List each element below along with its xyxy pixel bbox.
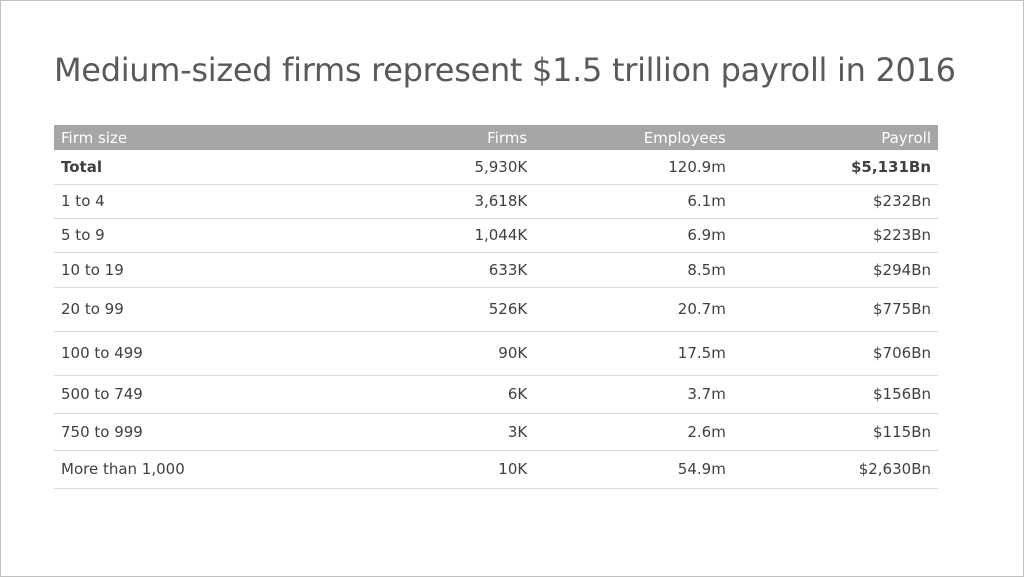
- cell-payroll: $232Bn: [732, 184, 938, 219]
- table-row: 750 to 999 3K 2.6m $115Bn: [54, 413, 938, 451]
- header-firm-size: Firm size: [54, 125, 371, 150]
- cell-employees: 17.5m: [534, 331, 733, 376]
- cell-employees: 2.6m: [534, 413, 733, 451]
- cell-firm-size: 100 to 499: [54, 331, 371, 376]
- slide-title: Medium-sized firms represent $1.5 trilli…: [54, 51, 956, 89]
- cell-firm-size: 5 to 9: [54, 218, 371, 253]
- cell-firms: 90K: [370, 331, 535, 376]
- header-firms: Firms: [370, 125, 535, 150]
- cell-payroll: $294Bn: [732, 252, 938, 288]
- table-header-row: Firm size Firms Employees Payroll: [54, 125, 938, 150]
- cell-payroll: $2,630Bn: [732, 450, 938, 489]
- cell-firm-size: 10 to 19: [54, 252, 371, 288]
- cell-payroll: $115Bn: [732, 413, 938, 451]
- cell-employees: 20.7m: [534, 287, 733, 332]
- cell-firms: 1,044K: [370, 218, 535, 253]
- cell-employees: 54.9m: [534, 450, 733, 489]
- firm-size-table: Firm size Firms Employees Payroll Total …: [54, 125, 938, 489]
- cell-firms: 633K: [370, 252, 535, 288]
- cell-firm-size: 750 to 999: [54, 413, 371, 451]
- table-row: 5 to 9 1,044K 6.9m $223Bn: [54, 218, 938, 253]
- cell-employees: 6.9m: [534, 218, 733, 253]
- cell-employees: 3.7m: [534, 375, 733, 414]
- cell-firms: 3K: [370, 413, 535, 451]
- cell-firms: 5,930K: [370, 150, 535, 185]
- cell-payroll: $223Bn: [732, 218, 938, 253]
- header-employees: Employees: [534, 125, 733, 150]
- cell-firms: 3,618K: [370, 184, 535, 219]
- table-row-total: Total 5,930K 120.9m $5,131Bn: [54, 150, 938, 185]
- cell-firms: 10K: [370, 450, 535, 489]
- cell-payroll: $706Bn: [732, 331, 938, 376]
- cell-payroll: $5,131Bn: [732, 150, 938, 185]
- table-row: 100 to 499 90K 17.5m $706Bn: [54, 331, 938, 376]
- cell-firms: 526K: [370, 287, 535, 332]
- table-row: 20 to 99 526K 20.7m $775Bn: [54, 287, 938, 332]
- cell-firm-size: 20 to 99: [54, 287, 371, 332]
- table-row: 500 to 749 6K 3.7m $156Bn: [54, 375, 938, 414]
- table-row: More than 1,000 10K 54.9m $2,630Bn: [54, 450, 938, 489]
- cell-firm-size: 1 to 4: [54, 184, 371, 219]
- cell-payroll: $156Bn: [732, 375, 938, 414]
- cell-employees: 6.1m: [534, 184, 733, 219]
- cell-firm-size: 500 to 749: [54, 375, 371, 414]
- cell-firms: 6K: [370, 375, 535, 414]
- cell-employees: 120.9m: [534, 150, 733, 185]
- cell-firm-size: More than 1,000: [54, 450, 371, 489]
- cell-payroll: $775Bn: [732, 287, 938, 332]
- cell-employees: 8.5m: [534, 252, 733, 288]
- table-row: 1 to 4 3,618K 6.1m $232Bn: [54, 184, 938, 219]
- cell-firm-size: Total: [54, 150, 371, 185]
- table-row: 10 to 19 633K 8.5m $294Bn: [54, 252, 938, 288]
- header-payroll: Payroll: [732, 125, 938, 150]
